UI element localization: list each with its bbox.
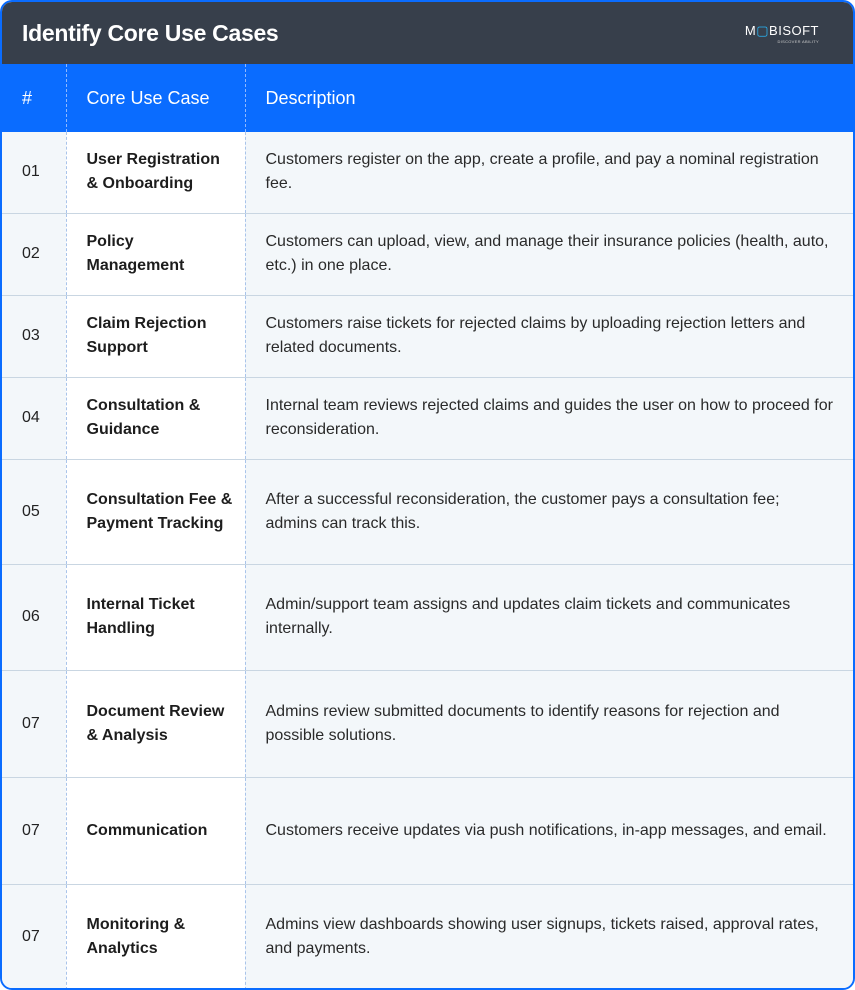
- page-title: Identify Core Use Cases: [22, 19, 279, 46]
- table-row: 03 Claim Rejection Support Customers raise…: [2, 295, 853, 378]
- table-row: 01 User Registration & Onboarding Customer…: [2, 132, 853, 214]
- row-use-case: Communication: [66, 777, 246, 885]
- row-number: 07: [2, 777, 67, 885]
- use-cases-table: # Core Use Case Description 01 User Regis…: [2, 64, 853, 988]
- table-row: 05 Consultation Fee & Payment Tracking Aft…: [2, 459, 853, 565]
- table-row: 07 Communication Customers receive updates…: [2, 777, 853, 885]
- row-use-case: User Registration & Onboarding: [66, 132, 246, 214]
- row-description: Admin/support team assigns and updates c…: [245, 564, 853, 671]
- row-use-case: Document Review & Analysis: [66, 670, 246, 778]
- row-use-case: Consultation & Guidance: [66, 377, 246, 460]
- row-number: 05: [2, 459, 67, 565]
- row-description: Customers raise tickets for rejected cla…: [245, 295, 853, 378]
- row-use-case: Claim Rejection Support: [66, 295, 246, 378]
- table-row: 06 Internal Ticket Handling Admin/support …: [2, 564, 853, 671]
- table-row: 07 Monitoring & Analytics Admins view dash…: [2, 884, 853, 988]
- row-number: 04: [2, 377, 67, 460]
- row-use-case: Policy Management: [66, 213, 246, 296]
- row-number: 07: [2, 670, 67, 778]
- header-number: #: [2, 64, 67, 132]
- row-number: 03: [2, 295, 67, 378]
- title-bar: Identify Core Use Cases M▢BISOFT DISCOVE…: [2, 2, 853, 64]
- row-use-case: Monitoring & Analytics: [66, 884, 246, 988]
- header-use-case: Core Use Case: [66, 64, 246, 132]
- row-use-case: Consultation Fee & Payment Tracking: [66, 459, 246, 565]
- table-row: 07 Document Review & Analysis Admins revie…: [2, 670, 853, 778]
- row-description: Internal team reviews rejected claims an…: [245, 377, 853, 460]
- table-row: 04 Consultation & Guidance Internal team r…: [2, 377, 853, 460]
- row-number: 07: [2, 884, 67, 988]
- row-description: Customers receive updates via push notif…: [245, 777, 853, 885]
- row-number: 06: [2, 564, 67, 671]
- row-description: Customers can upload, view, and manage t…: [245, 213, 853, 296]
- table-row: 02 Policy Management Customers can upload,…: [2, 213, 853, 296]
- mobisoft-logo: M▢BISOFT DISCOVER ABILITY: [744, 22, 819, 44]
- row-use-case: Internal Ticket Handling: [66, 564, 246, 671]
- row-description: Admins review submitted documents to ide…: [245, 670, 853, 778]
- row-number: 02: [2, 213, 67, 296]
- row-description: After a successful reconsideration, the …: [245, 459, 853, 565]
- row-description: Customers register on the app, create a …: [245, 132, 853, 214]
- row-description: Admins view dashboards showing user sign…: [245, 884, 853, 988]
- row-number: 01: [2, 132, 67, 214]
- header-description: Description: [245, 64, 853, 132]
